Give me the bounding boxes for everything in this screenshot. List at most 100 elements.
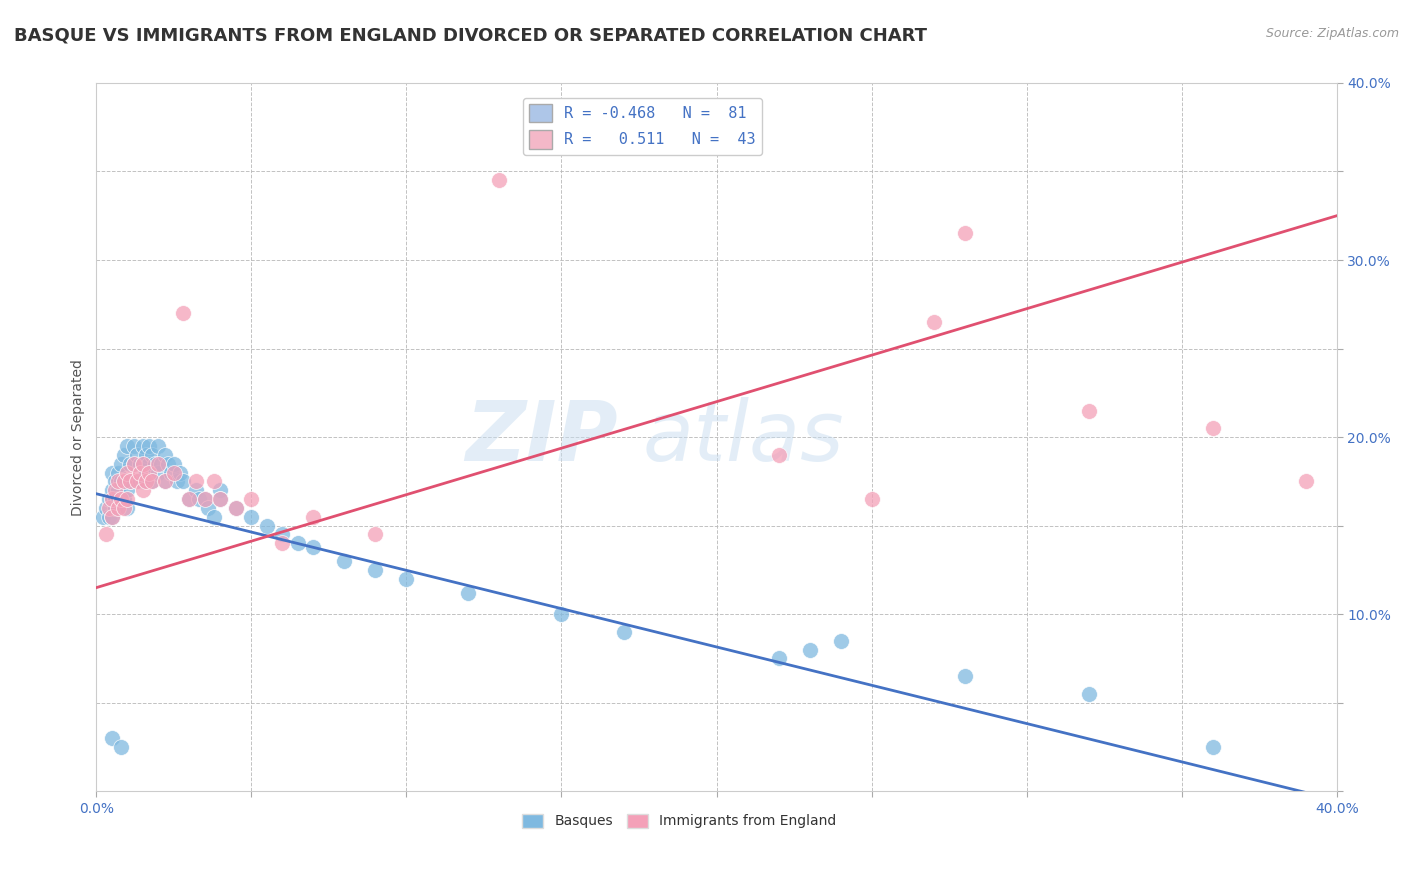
Point xyxy=(110,475,132,489)
Point xyxy=(1077,403,1099,417)
Point xyxy=(132,439,155,453)
Point xyxy=(194,492,217,507)
Point xyxy=(104,483,127,498)
Point xyxy=(101,509,124,524)
Point xyxy=(97,509,120,524)
Point xyxy=(256,518,278,533)
Point xyxy=(1201,739,1223,754)
Point xyxy=(141,475,163,489)
Point xyxy=(110,457,132,471)
Point xyxy=(101,492,124,507)
Point xyxy=(101,466,124,480)
Point xyxy=(395,572,418,586)
Point xyxy=(132,483,155,498)
Point xyxy=(107,500,129,515)
Point xyxy=(209,492,232,507)
Text: BASQUE VS IMMIGRANTS FROM ENGLAND DIVORCED OR SEPARATED CORRELATION CHART: BASQUE VS IMMIGRANTS FROM ENGLAND DIVORC… xyxy=(14,27,927,45)
Point xyxy=(364,563,387,577)
Point xyxy=(97,500,120,515)
Point xyxy=(120,475,142,489)
Point xyxy=(148,439,170,453)
Point xyxy=(112,448,135,462)
Point xyxy=(97,492,120,507)
Point xyxy=(271,536,294,550)
Point xyxy=(172,306,194,320)
Point xyxy=(1201,421,1223,435)
Point xyxy=(922,315,945,329)
Point xyxy=(117,439,139,453)
Point xyxy=(110,739,132,754)
Point xyxy=(240,509,263,524)
Point xyxy=(101,509,124,524)
Point xyxy=(364,527,387,541)
Point xyxy=(138,466,160,480)
Point xyxy=(184,483,207,498)
Point xyxy=(225,500,247,515)
Point xyxy=(132,475,155,489)
Point xyxy=(107,475,129,489)
Point xyxy=(101,731,124,746)
Point xyxy=(187,492,209,507)
Point xyxy=(107,483,129,498)
Point xyxy=(148,466,170,480)
Point xyxy=(202,475,225,489)
Point xyxy=(166,475,188,489)
Point xyxy=(333,554,356,568)
Point xyxy=(184,475,207,489)
Point xyxy=(163,457,186,471)
Point xyxy=(159,466,181,480)
Point xyxy=(169,466,191,480)
Point xyxy=(112,500,135,515)
Point xyxy=(271,527,294,541)
Point xyxy=(156,457,179,471)
Text: atlas: atlas xyxy=(643,397,844,477)
Text: Source: ZipAtlas.com: Source: ZipAtlas.com xyxy=(1265,27,1399,40)
Point xyxy=(202,509,225,524)
Point xyxy=(128,475,150,489)
Point xyxy=(179,492,201,507)
Point xyxy=(768,651,790,665)
Point xyxy=(225,500,247,515)
Point xyxy=(122,457,145,471)
Point xyxy=(302,509,325,524)
Point xyxy=(110,492,132,507)
Point xyxy=(209,483,232,498)
Point xyxy=(141,475,163,489)
Point xyxy=(830,633,852,648)
Point xyxy=(302,540,325,554)
Point xyxy=(209,492,232,507)
Point xyxy=(120,475,142,489)
Point xyxy=(457,586,479,600)
Point xyxy=(197,500,219,515)
Point xyxy=(135,475,157,489)
Point xyxy=(1077,687,1099,701)
Point xyxy=(138,439,160,453)
Point xyxy=(122,439,145,453)
Point xyxy=(117,492,139,507)
Y-axis label: Divorced or Separated: Divorced or Separated xyxy=(72,359,86,516)
Point xyxy=(194,492,217,507)
Point xyxy=(1295,475,1317,489)
Point xyxy=(117,500,139,515)
Point xyxy=(104,492,127,507)
Point xyxy=(488,173,510,187)
Point xyxy=(132,457,155,471)
Point xyxy=(135,466,157,480)
Point xyxy=(117,483,139,498)
Point xyxy=(117,466,139,480)
Point xyxy=(148,457,170,471)
Point xyxy=(953,669,976,683)
Point xyxy=(132,457,155,471)
Point xyxy=(612,624,634,639)
Point xyxy=(128,457,150,471)
Point xyxy=(163,466,186,480)
Point xyxy=(153,448,176,462)
Point xyxy=(953,227,976,241)
Point xyxy=(117,475,139,489)
Point xyxy=(107,492,129,507)
Text: ZIP: ZIP xyxy=(464,397,617,477)
Point xyxy=(91,509,114,524)
Point xyxy=(141,448,163,462)
Point xyxy=(179,492,201,507)
Point xyxy=(104,500,127,515)
